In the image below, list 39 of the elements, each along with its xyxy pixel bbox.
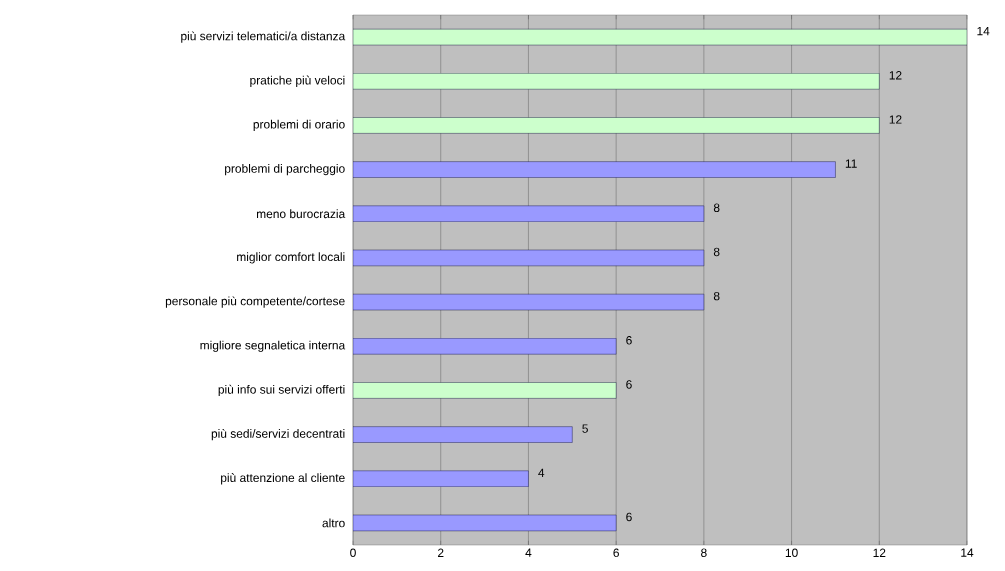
x-tick-label: 12 <box>873 548 886 557</box>
y-tick-label: problemi di parcheggio <box>225 164 345 176</box>
x-tick-label: 14 <box>961 548 974 557</box>
data-label: 12 <box>889 71 902 80</box>
x-tick-label: 4 <box>525 548 532 557</box>
data-label: 11 <box>845 159 857 168</box>
y-tick-label: miglior comfort locali <box>237 252 345 264</box>
x-tick-label: 2 <box>437 548 444 557</box>
x-tick-label: 0 <box>350 548 356 557</box>
x-tick-label: 10 <box>785 548 798 557</box>
data-label: 6 <box>626 380 632 389</box>
x-tick-label: 6 <box>613 548 619 557</box>
bar <box>353 117 880 134</box>
y-tick-label: più attenzione al cliente <box>221 473 345 485</box>
bar <box>353 338 617 355</box>
y-tick-label: personale più competente/cortese <box>165 296 345 308</box>
data-label: 5 <box>582 424 588 433</box>
data-label: 6 <box>626 336 632 345</box>
y-tick-label: altro <box>322 518 345 528</box>
y-tick-label: più sedi/servizi decentrati <box>211 428 345 441</box>
data-label: 8 <box>713 203 720 212</box>
data-label: 12 <box>889 115 902 124</box>
y-tick-label: problemi di orario <box>253 119 345 131</box>
bar <box>353 382 617 399</box>
data-label: 4 <box>538 468 545 477</box>
bar <box>353 426 573 443</box>
data-label: 6 <box>626 512 632 522</box>
bar <box>353 470 529 487</box>
bar <box>353 161 836 178</box>
y-tick-label: più servizi telematici/a distanza <box>181 31 346 43</box>
y-tick-label: migliore segnaletica interna <box>200 340 346 352</box>
data-label: 8 <box>713 247 720 257</box>
data-label: 8 <box>713 291 720 301</box>
x-tick-label: 8 <box>701 548 707 557</box>
y-tick-label: meno burocrazia <box>256 209 346 219</box>
data-label: 14 <box>977 27 990 36</box>
y-tick-label: più info sui servizi offerti <box>218 384 345 397</box>
y-tick-label: pratiche più veloci <box>250 75 345 87</box>
bar <box>353 73 880 90</box>
